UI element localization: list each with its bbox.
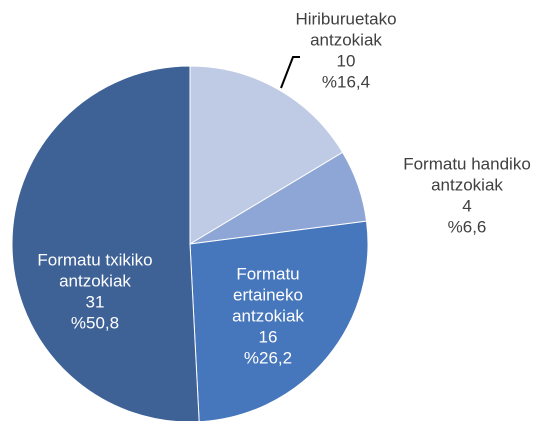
pie-slice bbox=[11, 65, 200, 421]
value-label: 4 bbox=[462, 196, 471, 215]
slice-label: Hiriburuetako bbox=[295, 9, 396, 28]
slice-label: Formatu txikiko bbox=[37, 250, 152, 269]
value-label: 10 bbox=[337, 51, 356, 70]
pie-slice bbox=[189, 65, 344, 245]
leader-line bbox=[280, 56, 300, 89]
pie-slice bbox=[189, 220, 369, 421]
slice-label: antzokiak bbox=[59, 271, 131, 290]
slice-label: antzokiak bbox=[431, 175, 503, 194]
percentage-label: %26,2 bbox=[244, 348, 292, 367]
percentage-label: %6,6 bbox=[448, 217, 487, 236]
percentage-label: %50,8 bbox=[71, 313, 119, 332]
slice-label: antzokiak bbox=[232, 306, 304, 325]
value-label: 16 bbox=[259, 327, 278, 346]
slice-label: antzokiak bbox=[310, 30, 382, 49]
slice-label: Formatu bbox=[236, 264, 299, 283]
slice-label: Formatu handiko bbox=[403, 154, 531, 173]
slice-label: ertaineko bbox=[233, 285, 303, 304]
percentage-label: %16,4 bbox=[322, 72, 370, 91]
value-label: 31 bbox=[86, 292, 105, 311]
